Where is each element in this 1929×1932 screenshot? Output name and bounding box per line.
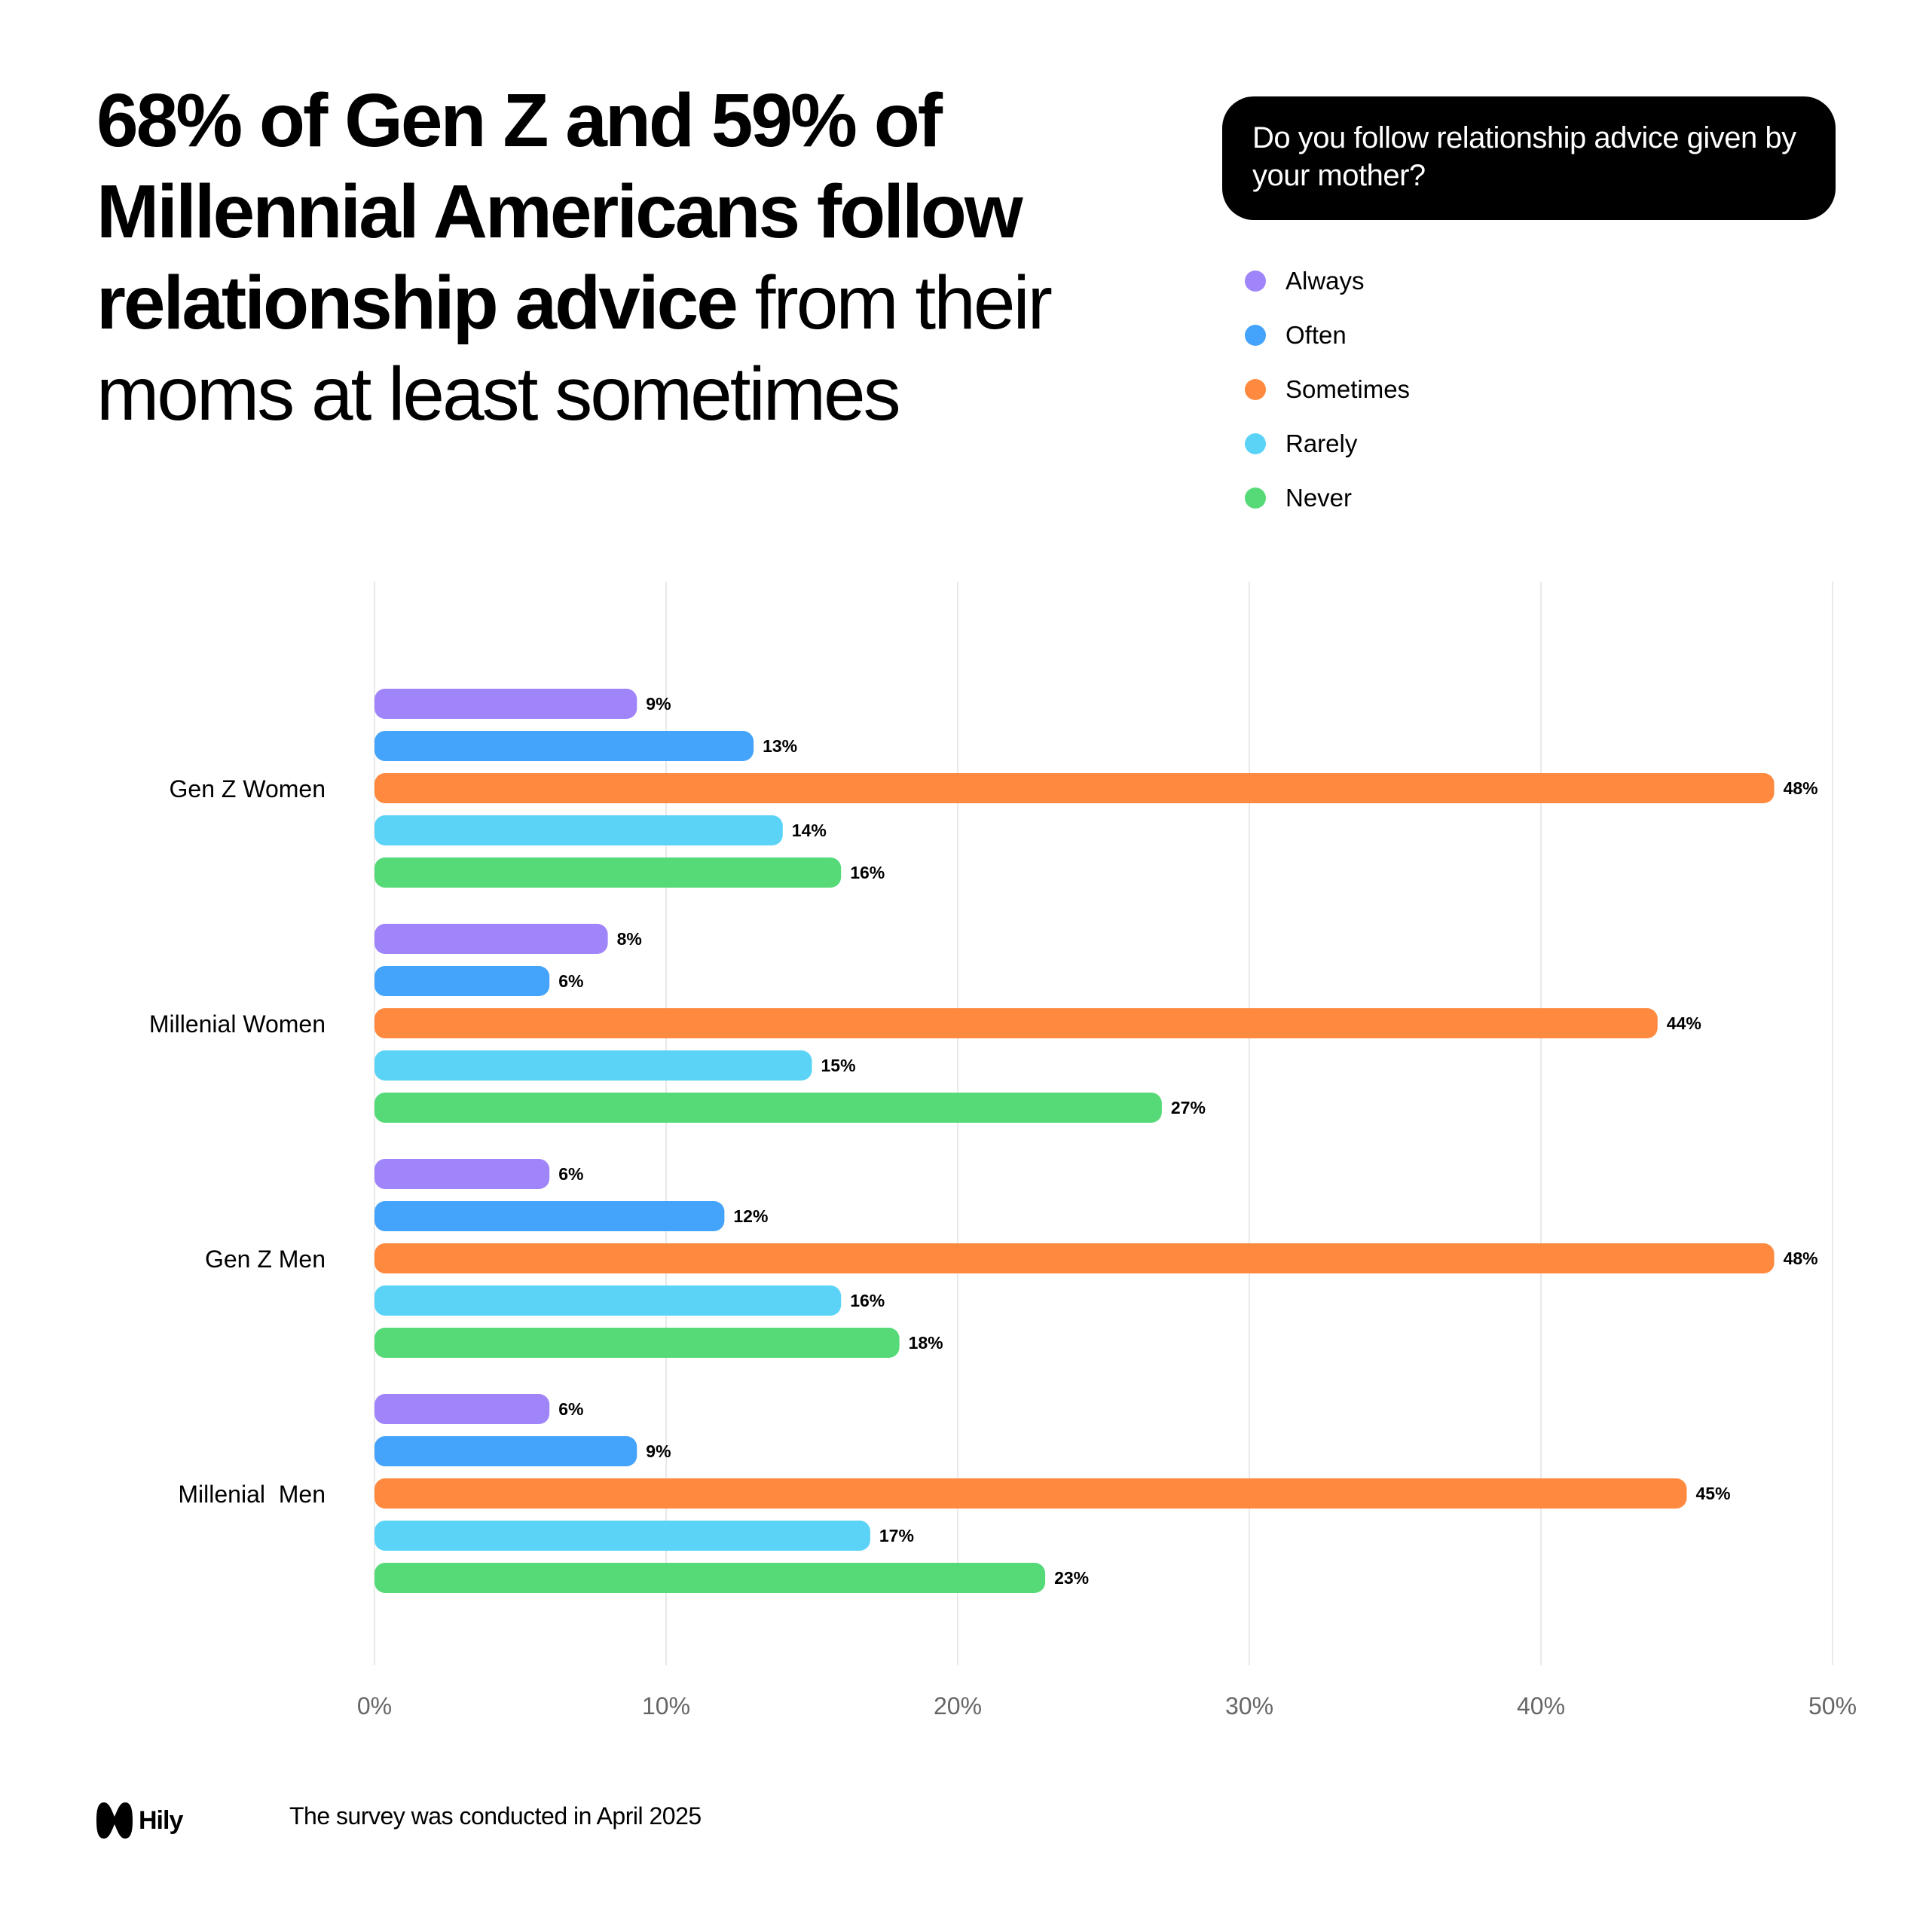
- bar-millenial-women-rarely: [374, 1050, 812, 1081]
- x-tick-label: 40%: [1517, 1692, 1565, 1720]
- data-label-gen-z-men-often: 12%: [733, 1206, 768, 1226]
- category-label-millenial-men: Millenial Men: [178, 1481, 326, 1508]
- legend-item-always: Always: [1245, 254, 1410, 308]
- x-tick-label: 30%: [1225, 1692, 1273, 1720]
- bar-millenial-men-always: [374, 1394, 550, 1424]
- x-tick-label: 20%: [934, 1692, 982, 1720]
- legend-item-sometimes: Sometimes: [1245, 362, 1410, 417]
- legend-label-rarely: Rarely: [1285, 430, 1358, 457]
- bar-millenial-men-rarely: [374, 1521, 870, 1551]
- data-label-millenial-men-always: 6%: [558, 1399, 583, 1419]
- data-label-gen-z-men-never: 18%: [909, 1333, 943, 1353]
- x-tick-label: 50%: [1808, 1692, 1857, 1720]
- hily-logo-icon: [96, 1802, 133, 1839]
- data-label-gen-z-women-often: 13%: [763, 736, 797, 756]
- survey-question: Do you follow relationship advice given …: [1252, 121, 1796, 192]
- bar-millenial-men-often: [374, 1436, 637, 1466]
- x-tick-label: 0%: [357, 1692, 392, 1720]
- headline-bold: 68% of Gen Z and 59% of Millennial Ameri…: [96, 78, 1023, 345]
- bar-gen-z-men-rarely: [374, 1285, 842, 1316]
- legend-label-sometimes: Sometimes: [1285, 375, 1411, 403]
- bar-gen-z-men-always: [374, 1159, 550, 1189]
- legend-label-often: Often: [1285, 321, 1347, 349]
- category-label-gen-z-men: Gen Z Men: [205, 1246, 326, 1273]
- data-label-gen-z-women-rarely: 14%: [792, 821, 827, 840]
- bar-millenial-men-never: [374, 1563, 1046, 1593]
- bar-gen-z-women-rarely: [374, 815, 783, 845]
- bar-gen-z-women-never: [374, 857, 842, 888]
- legend-swatch-rarely: [1245, 433, 1266, 454]
- legend-label-always: Always: [1285, 267, 1365, 295]
- data-label-millenial-men-sometimes: 45%: [1696, 1484, 1731, 1503]
- x-tick-label: 10%: [642, 1692, 690, 1720]
- data-label-millenial-men-rarely: 17%: [879, 1526, 914, 1545]
- data-label-gen-z-men-sometimes: 48%: [1784, 1249, 1818, 1268]
- data-label-gen-z-women-never: 16%: [850, 863, 885, 882]
- data-label-gen-z-women-always: 9%: [646, 694, 671, 714]
- headline: 68% of Gen Z and 59% of Millennial Ameri…: [96, 75, 1166, 440]
- data-label-millenial-women-never: 27%: [1171, 1098, 1206, 1117]
- bar-gen-z-women-sometimes: [374, 773, 1775, 803]
- data-label-gen-z-women-sometimes: 48%: [1784, 778, 1818, 798]
- bar-millenial-women-never: [374, 1093, 1162, 1123]
- bar-millenial-women-sometimes: [374, 1008, 1658, 1038]
- data-label-gen-z-men-always: 6%: [558, 1164, 583, 1184]
- data-label-millenial-women-often: 6%: [558, 971, 583, 991]
- legend-item-rarely: Rarely: [1245, 417, 1410, 471]
- hily-logo: Hily: [96, 1801, 183, 1840]
- data-label-millenial-men-often: 9%: [646, 1441, 671, 1461]
- bar-gen-z-men-never: [374, 1328, 900, 1358]
- bar-millenial-women-always: [374, 924, 608, 954]
- bar-millenial-men-sometimes: [374, 1478, 1687, 1509]
- survey-date-note: The survey was conducted in April 2025: [289, 1802, 702, 1830]
- survey-question-box: Do you follow relationship advice given …: [1222, 96, 1836, 220]
- data-label-gen-z-men-rarely: 16%: [850, 1291, 885, 1310]
- headline-regular: from their moms at least sometimes: [96, 261, 1053, 436]
- category-label-millenial-women: Millenial Women: [149, 1010, 326, 1038]
- category-label-gen-z-women: Gen Z Women: [170, 775, 326, 802]
- bar-gen-z-women-always: [374, 689, 637, 719]
- legend-swatch-sometimes: [1245, 379, 1266, 400]
- legend-label-never: Never: [1285, 484, 1353, 512]
- legend-swatch-often: [1245, 325, 1266, 346]
- bar-millenial-women-often: [374, 966, 550, 996]
- legend-swatch-never: [1245, 488, 1266, 509]
- bar-gen-z-men-sometimes: [374, 1243, 1775, 1273]
- hily-brand-name: Hily: [139, 1805, 183, 1835]
- legend-item-often: Often: [1245, 308, 1410, 362]
- data-label-millenial-women-always: 8%: [617, 929, 642, 949]
- data-label-millenial-women-sometimes: 44%: [1667, 1013, 1701, 1033]
- legend-item-never: Never: [1245, 471, 1410, 525]
- legend: Always Often Sometimes Rarely Never: [1245, 254, 1410, 525]
- bar-gen-z-men-often: [374, 1201, 725, 1231]
- bar-gen-z-women-often: [374, 731, 754, 761]
- bar-chart: 0% 10% 20% 30% 40% 50% Gen Z Women 9% 13% 48% 14% 1…: [149, 582, 1857, 1720]
- data-label-millenial-men-never: 23%: [1054, 1568, 1089, 1588]
- data-label-millenial-women-rarely: 15%: [821, 1056, 856, 1075]
- legend-swatch-always: [1245, 271, 1266, 292]
